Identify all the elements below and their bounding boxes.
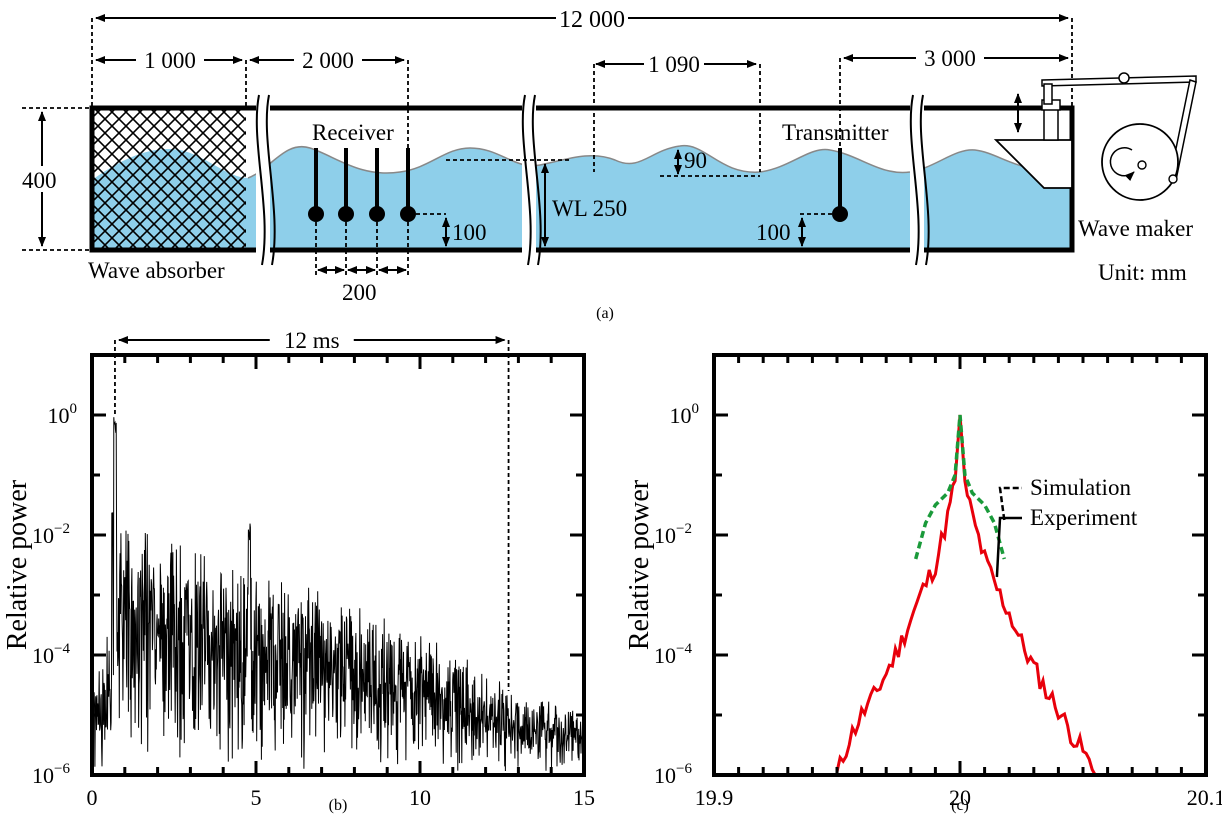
transmitter-label: Transmitter (782, 120, 889, 145)
legend-simulation-label: Simulation (1030, 475, 1131, 500)
panel-a-schematic: 12 000 1 000 2 000 1 090 3 000 400 9 (20, 6, 1197, 322)
panel-b-chart: 100 10−2 10−4 10−6 Relative power Time (ms) 0 5… (2, 326, 595, 821)
dim-receivers: 2 000 (302, 48, 354, 73)
annotation-label: 12 ms (284, 328, 340, 353)
power-trace-line (92, 417, 584, 772)
dim-wavelength: 1 090 (648, 52, 700, 77)
unit-label: Unit: mm (1098, 260, 1187, 285)
y-tick-label: 10−6 (32, 761, 70, 788)
series-simulation-line (914, 414, 1006, 560)
receiver-dot (369, 206, 385, 222)
y-tick-label: 10−2 (654, 521, 692, 548)
dim-receiver-depth: 100 (452, 220, 487, 245)
panel-c-chart: 100 10−2 10−4 10−6 Relative power Frequency (… (624, 353, 1222, 821)
legend-experiment-leader (995, 516, 1022, 578)
panel-label-a: (a) (596, 305, 614, 322)
plot-frame (90, 353, 586, 777)
chart-b-axes: 100 10−2 10−4 10−6 Relative power Time (ms) 0 5… (2, 326, 595, 821)
wave-maker-mechanism (993, 72, 1197, 201)
x-tick-label: 19.9 (695, 785, 734, 810)
y-axis-label: Relative power (2, 479, 33, 650)
y-tick-label: 100 (670, 401, 700, 428)
series-experiment-line (835, 414, 1097, 775)
legend-experiment-label: Experiment (1030, 505, 1138, 530)
chart-c-axes: 100 10−2 10−4 10−6 Relative power Frequency (… (624, 353, 1222, 821)
x-tick-label: 15 (573, 785, 595, 810)
dim-total-length: 12 000 (559, 7, 625, 33)
x-axis-label: Time (ms) (280, 817, 396, 821)
legend-simulation-leader (998, 486, 1022, 521)
water-main (248, 145, 1072, 250)
series-clip (835, 414, 1097, 775)
receiver-label: Receiver (312, 120, 394, 145)
x-tick-label: 5 (251, 785, 262, 810)
trace-clip (92, 417, 584, 772)
y-tick-label: 100 (48, 401, 78, 428)
dim-height: 400 (22, 168, 57, 193)
dim-amplitude: 90 (684, 148, 707, 173)
x-tick-label: 10 (409, 785, 431, 810)
receiver-dot (308, 206, 324, 222)
panel-label-c: (c) (951, 797, 969, 814)
receiver-dot (400, 206, 416, 222)
receiver-dot (338, 206, 354, 222)
transmitter-dot (832, 206, 848, 222)
panel-label-b: (b) (329, 797, 348, 814)
y-tick-label: 10−6 (654, 761, 692, 788)
y-tick-label: 10−2 (32, 521, 70, 548)
y-axis-label: Relative power (624, 479, 655, 650)
receiver-array (308, 148, 416, 222)
y-tick-label: 10−4 (32, 641, 70, 668)
wave-absorber-block (92, 108, 246, 250)
dim-maker: 3 000 (924, 46, 976, 71)
x-tick-label: 20.1 (1187, 785, 1222, 810)
dim-water-level: WL 250 (552, 196, 627, 221)
x-tick-label: 20 (949, 785, 971, 810)
dim-transmitter-depth: 100 (756, 220, 791, 245)
dim-absorber: 1 000 (144, 48, 196, 73)
x-axis-label: Frequency (kHz) (865, 817, 1055, 821)
y-tick-label: 10−4 (654, 641, 692, 668)
maker-label: Wave maker (1078, 216, 1193, 241)
dim-receiver-spacing: 200 (342, 280, 377, 305)
annotation-bg (269, 326, 354, 352)
chart-b-plot-area (92, 417, 584, 772)
absorber-label: Wave absorber (88, 258, 225, 283)
x-tick-label: 0 (87, 785, 98, 810)
break-marks (255, 94, 930, 266)
chart-c-plot-area (835, 414, 1097, 775)
